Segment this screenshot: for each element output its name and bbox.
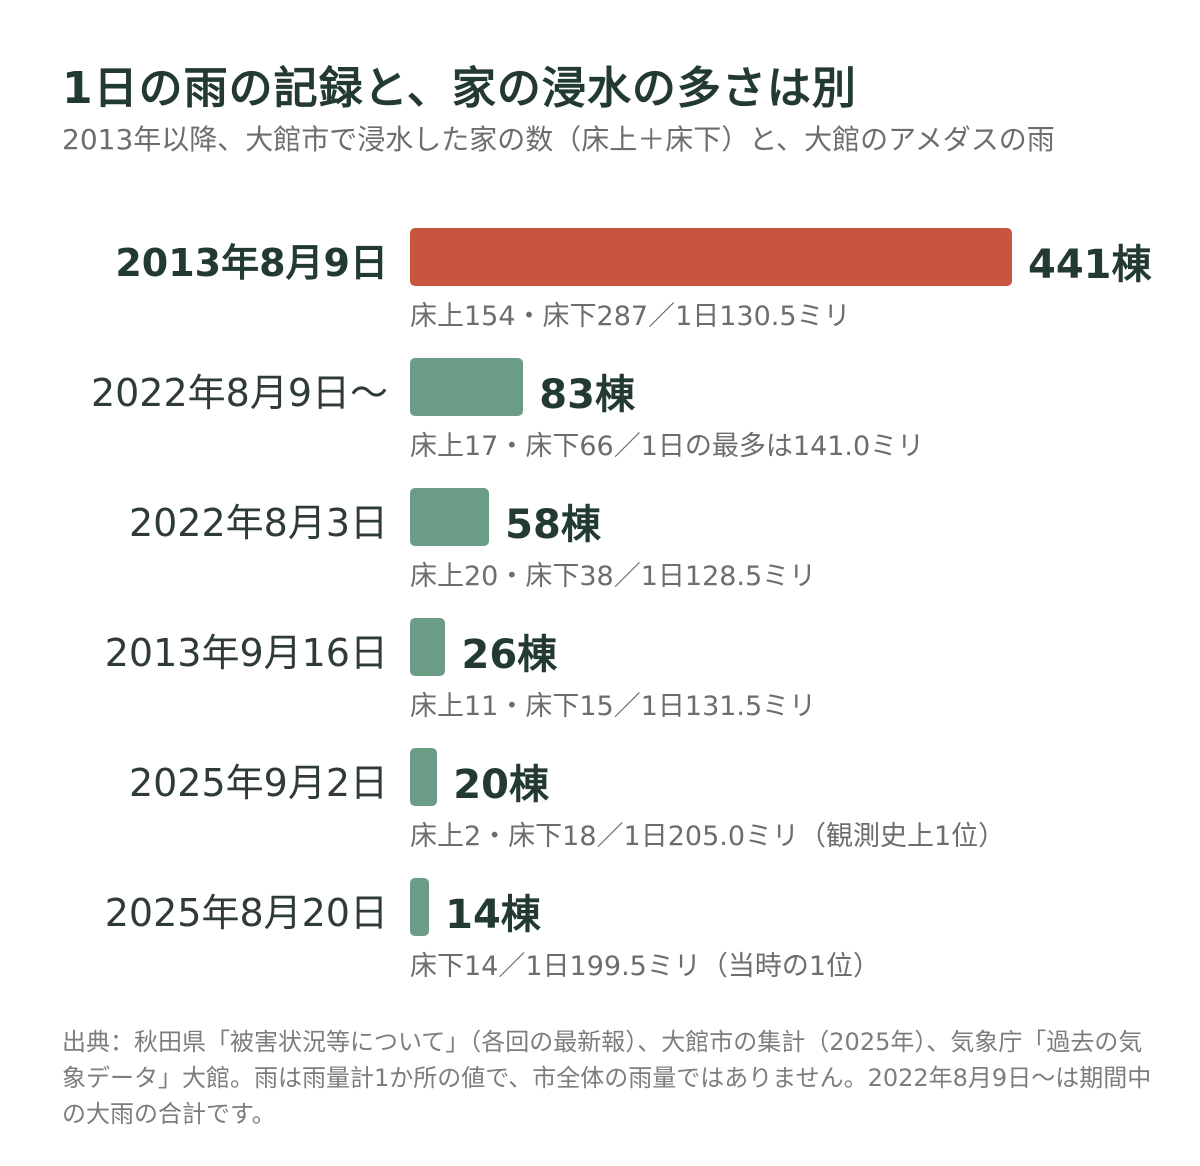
detail-label: 床上20・床下38／1日128.5ミリ: [410, 561, 817, 592]
value-label: 58棟: [505, 502, 601, 548]
source-note: 出典：秋田県「被害状況等について」（各回の最新報）、大館市の集計（2025年）、…: [62, 1028, 1152, 1128]
detail-label: 床上17・床下66／1日の最多は141.0ミリ: [410, 431, 925, 462]
value-label: 26棟: [461, 632, 558, 678]
chart-subtitle: 2013年以降、大館市で浸水した家の数（床上＋床下）と、大館のアメダスの雨: [62, 123, 1055, 156]
chart-title: 1日の雨の記録と、家の浸水の多さは別: [62, 63, 857, 114]
category-label: 2022年8月3日: [128, 501, 388, 545]
detail-label: 床上2・床下18／1日205.0ミリ（観測史上1位）: [410, 821, 1006, 852]
bar: [410, 358, 524, 416]
bar: [410, 228, 1012, 286]
value-label: 14棟: [445, 892, 541, 938]
bar-chart: 2013年8月9日 441棟床上154・床下287／1日130.5ミリ 2022年8…: [90, 228, 1152, 982]
category-label: 2025年9月2日: [128, 761, 388, 805]
value-label: 20棟: [453, 762, 549, 808]
detail-label: 床上154・床下287／1日130.5ミリ: [410, 301, 851, 332]
category-label: 2022年8月9日～: [90, 371, 388, 415]
category-label: 2013年8月9日: [115, 241, 388, 285]
bar: [410, 488, 490, 546]
bar: [410, 748, 438, 806]
category-label: 2025年8月20日: [104, 891, 388, 935]
bar: [410, 618, 446, 676]
detail-label: 床下14／1日199.5ミリ（当時の1位）: [410, 951, 881, 982]
detail-label: 床上11・床下15／1日131.5ミリ: [410, 691, 817, 722]
value-label: 441棟: [1028, 242, 1152, 288]
value-label: 83棟: [539, 372, 635, 418]
bar: [410, 878, 430, 936]
category-label: 2013年9月16日: [104, 631, 388, 675]
